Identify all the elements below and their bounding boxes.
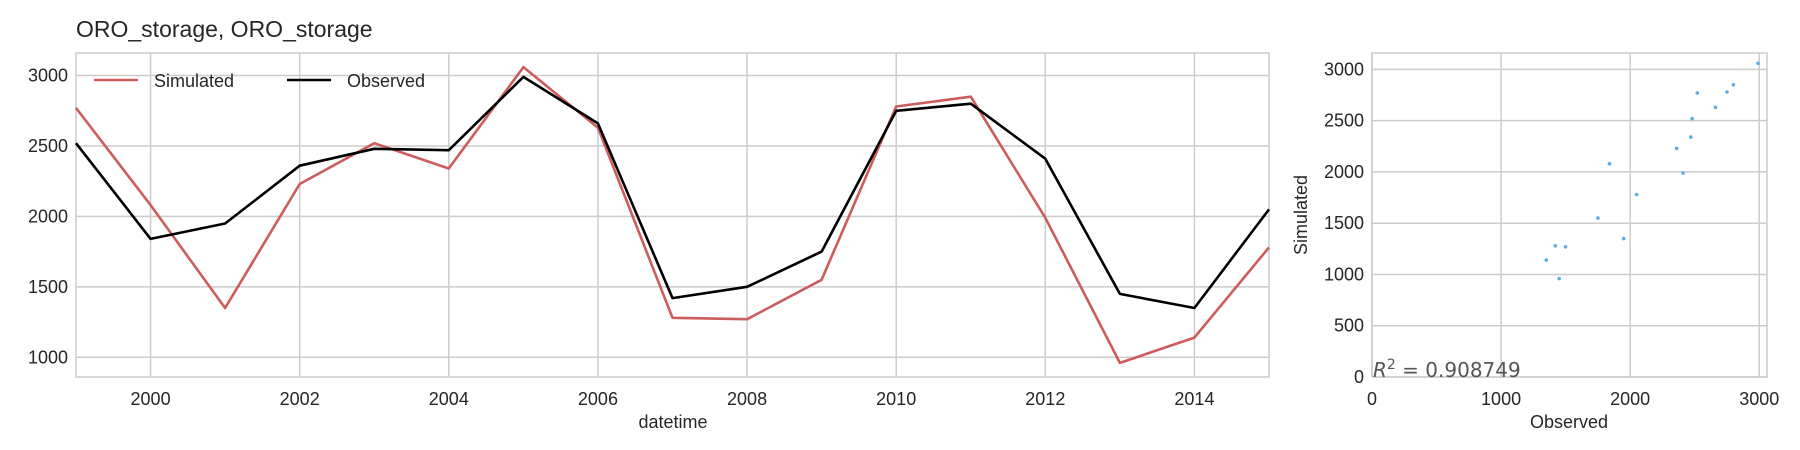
y-tick-label: 2500 (28, 136, 68, 156)
scatter-point (1634, 192, 1639, 197)
legend: Simulated Observed (94, 71, 425, 91)
line-chart: 2000 2002 2004 2006 2008 2010 2012 2014 1000 150… (28, 52, 1271, 432)
scatter-x-tick-label: 1000 (1481, 389, 1521, 409)
x-tick-label: 2014 (1174, 389, 1214, 409)
scatter-point (1621, 236, 1626, 241)
y-tick-label: 1000 (28, 347, 68, 367)
x-axis-label: datetime (638, 412, 707, 432)
scatter-point (1553, 244, 1558, 248)
scatter-point (1713, 105, 1718, 110)
scatter-y-tick-label: 2000 (1324, 162, 1364, 182)
scatter-point (1674, 146, 1679, 151)
y-tick-label: 3000 (28, 66, 68, 86)
x-tick-label: 2004 (429, 389, 469, 409)
chart-title: ORO_storage, ORO_storage (76, 16, 373, 42)
scatter-point (1695, 91, 1700, 95)
x-tick-label: 2010 (876, 389, 916, 409)
scatter-point (1607, 161, 1612, 166)
scatter-chart-frame (1371, 52, 1768, 378)
scatter-x-axis-label: Observed (1530, 412, 1608, 432)
x-tick-label: 2000 (131, 389, 171, 409)
scatter-y-tick-label: 1500 (1324, 213, 1364, 233)
x-tick-label: 2002 (280, 389, 320, 409)
r-squared-annotation: R2 = 0.908749 (1373, 357, 1521, 382)
scatter-x-tick-label: 2000 (1610, 389, 1650, 409)
scatter-point (1544, 258, 1549, 262)
scatter-point (1557, 276, 1561, 281)
scatter-chart-grid (1371, 53, 1767, 378)
scatter-point (1756, 61, 1760, 66)
scatter-x-tick-label: 3000 (1739, 389, 1779, 409)
line-chart-grid (76, 53, 1269, 377)
scatter-y-tick-label: 3000 (1324, 59, 1364, 79)
line-chart-series (74, 65, 1271, 365)
y-tick-label: 1500 (28, 277, 68, 297)
scatter-x-tick-label: 0 (1367, 389, 1377, 409)
scatter-y-ticks: 0 500 1000 1500 2000 2500 3000 (1324, 59, 1364, 387)
scatter-y-tick-label: 0 (1354, 367, 1364, 387)
scatter-x-ticks: 0 1000 2000 3000 (1367, 389, 1779, 409)
line-chart-y-ticks: 1000 1500 2000 2500 3000 (28, 66, 68, 368)
x-tick-label: 2006 (578, 389, 618, 409)
scatter-y-tick-label: 500 (1334, 316, 1364, 336)
scatter-point (1681, 171, 1685, 175)
scatter-point (1563, 245, 1568, 249)
scatter-point (1690, 116, 1694, 121)
x-tick-label: 2012 (1025, 389, 1065, 409)
scatter-point (1689, 135, 1693, 139)
scatter-y-tick-label: 1000 (1324, 264, 1364, 284)
legend-label-simulated: Simulated (154, 71, 234, 91)
line-chart-frame (75, 52, 1270, 378)
scatter-points (1544, 61, 1760, 281)
scatter-chart: 0 1000 2000 3000 0 500 1000 1500 2000 2500 3000 R… (1291, 52, 1779, 432)
scatter-point (1596, 216, 1600, 220)
series-line-observed (74, 75, 1271, 310)
legend-label-observed: Observed (347, 71, 425, 91)
x-tick-label: 2008 (727, 389, 767, 409)
line-chart-x-ticks: 2000 2002 2004 2006 2008 2010 2012 2014 (131, 389, 1215, 409)
scatter-point (1725, 90, 1729, 94)
scatter-point (1731, 83, 1736, 87)
scatter-y-axis-label: Simulated (1291, 175, 1311, 255)
scatter-y-tick-label: 2500 (1324, 111, 1364, 131)
y-tick-label: 2000 (28, 206, 68, 226)
series-line-simulated (74, 65, 1271, 365)
